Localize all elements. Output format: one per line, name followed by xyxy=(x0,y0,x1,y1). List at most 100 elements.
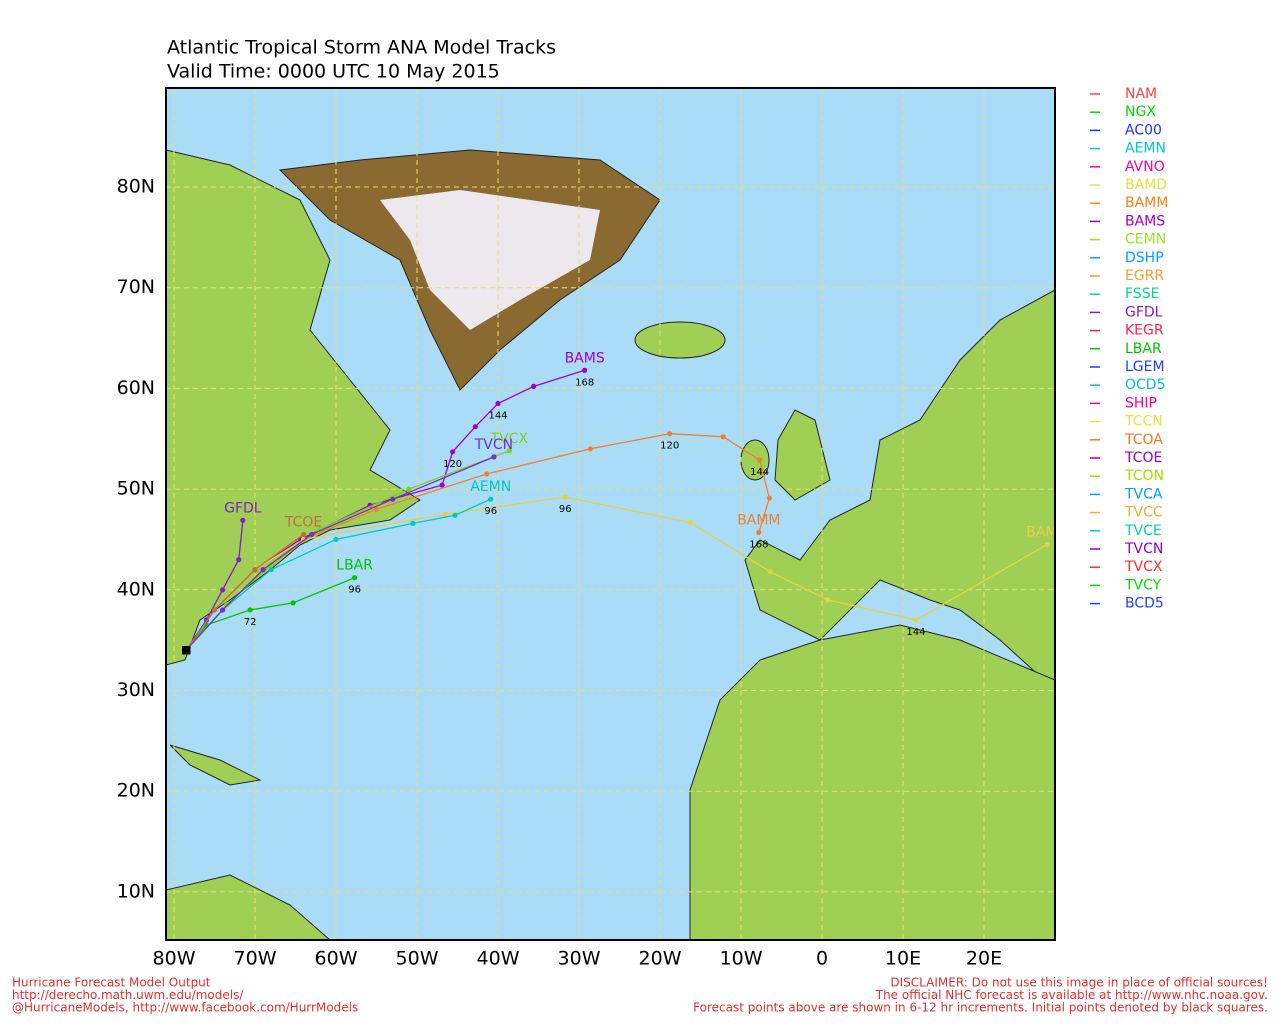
forecast-point xyxy=(268,567,274,573)
track-label: TCOE xyxy=(284,514,322,530)
legend-label: KEGR xyxy=(1125,323,1164,339)
lon-label: 10E xyxy=(885,948,921,970)
legend-label: TCCN xyxy=(1124,414,1163,430)
forecast-point xyxy=(472,424,478,430)
lat-label: 40N xyxy=(117,578,155,600)
legend-label: BAMS xyxy=(1125,213,1165,229)
forecast-point xyxy=(687,519,693,525)
hour-label: 120 xyxy=(660,441,679,452)
legend-label: TVCA xyxy=(1124,486,1163,502)
lon-label: 40W xyxy=(477,948,520,970)
lon-label: 70W xyxy=(234,948,277,970)
forecast-point xyxy=(452,512,458,518)
footer-right-line: Forecast points above are shown in 6-12 … xyxy=(693,1001,1268,1015)
hour-label: 168 xyxy=(749,539,768,550)
hour-label: 72 xyxy=(244,617,257,628)
britain xyxy=(774,409,831,501)
legend-label: BCD5 xyxy=(1125,596,1164,612)
lat-label: 20N xyxy=(117,780,155,802)
lat-label: 50N xyxy=(117,478,155,500)
footer-left-line: @HurricaneModels, http://www.facebook.co… xyxy=(12,1001,358,1015)
footer-right-line: DISCLAIMER: Do not use this image in pla… xyxy=(890,976,1268,990)
legend-label: TCOA xyxy=(1124,432,1163,448)
lon-label: 60W xyxy=(315,948,358,970)
legend-label: NAM xyxy=(1125,86,1157,102)
lon-label: 20W xyxy=(639,948,682,970)
forecast-point xyxy=(587,446,593,452)
forecast-point xyxy=(757,457,763,463)
legend-label: OCD5 xyxy=(1125,377,1165,393)
forecast-point xyxy=(491,454,497,460)
lon-label: 80W xyxy=(153,948,196,970)
initial-point xyxy=(182,646,191,655)
track-label: BAMS xyxy=(565,350,605,366)
map-frame xyxy=(165,87,1056,941)
hour-label: 96 xyxy=(559,504,572,515)
forecast-point xyxy=(240,517,246,523)
forecast-point xyxy=(767,569,773,575)
forecast-point xyxy=(506,448,512,454)
forecast-point xyxy=(756,529,762,536)
legend-label: TVCC xyxy=(1124,505,1163,521)
legend-label: TVCY xyxy=(1124,577,1162,593)
track-line xyxy=(185,533,304,651)
lon-label: 0 xyxy=(816,948,828,970)
lon-label: 50W xyxy=(396,948,439,970)
forecast-point xyxy=(211,607,218,613)
legend-label: AEMN xyxy=(1125,141,1166,157)
forecast-point xyxy=(252,567,258,573)
forecast-point xyxy=(224,602,230,608)
lon-label: 30W xyxy=(558,948,601,970)
track-label: GFDL xyxy=(224,500,262,516)
forecast-point xyxy=(373,506,380,512)
hour-label: 120 xyxy=(443,459,462,470)
hour-label: 96 xyxy=(484,506,497,517)
hour-label: 144 xyxy=(750,467,769,478)
hour-label: 144 xyxy=(488,411,507,422)
forecast-point xyxy=(439,482,445,488)
forecast-point xyxy=(450,449,456,455)
track-label: LBAR xyxy=(336,558,373,574)
lat-label: 80N xyxy=(117,176,155,198)
forecast-point xyxy=(410,520,416,526)
hour-label: 96 xyxy=(348,585,361,596)
forecast-point xyxy=(406,486,412,492)
track-line xyxy=(185,456,495,651)
forecast-point xyxy=(582,367,588,373)
legend-label: LBAR xyxy=(1125,341,1162,357)
north-america xyxy=(166,149,421,666)
legend-label: SHIP xyxy=(1125,395,1157,411)
track-label: BAMD xyxy=(1026,524,1068,540)
forecast-point xyxy=(236,556,242,563)
forecast-point xyxy=(352,575,358,581)
title: Atlantic Tropical Storm ANA Model Tracks xyxy=(167,37,556,59)
iceland xyxy=(634,321,726,359)
forecast-point xyxy=(825,597,831,603)
legend-label: LGEM xyxy=(1125,359,1165,375)
forecast-point xyxy=(220,607,226,613)
hour-label: 168 xyxy=(575,377,594,388)
legend-label: NGX xyxy=(1125,104,1156,120)
legend-label: TVCE xyxy=(1124,523,1162,539)
track-label: TVCN xyxy=(474,437,513,453)
track-label: BAMM xyxy=(737,512,780,528)
legend-label: DSHP xyxy=(1125,250,1164,266)
lon-label: 10W xyxy=(720,948,763,970)
legend-label: FSSE xyxy=(1125,286,1159,302)
footer-left-line: Hurricane Forecast Model Output xyxy=(12,976,211,990)
forecast-point xyxy=(562,494,568,500)
lat-label: 60N xyxy=(117,377,155,399)
footer-right-line: The official NHC forecast is available a… xyxy=(875,988,1268,1002)
legend-label: CEMN xyxy=(1125,232,1166,248)
legend-label: TCON xyxy=(1124,468,1164,484)
forecast-point xyxy=(309,531,315,538)
lat-label: 30N xyxy=(117,679,155,701)
forecast-point xyxy=(290,600,296,606)
forecast-point xyxy=(495,400,501,407)
lon-label: 20E xyxy=(966,948,1002,970)
forecast-point xyxy=(766,495,772,501)
legend-label: TVCX xyxy=(1124,559,1163,575)
forecast-point xyxy=(390,496,396,502)
